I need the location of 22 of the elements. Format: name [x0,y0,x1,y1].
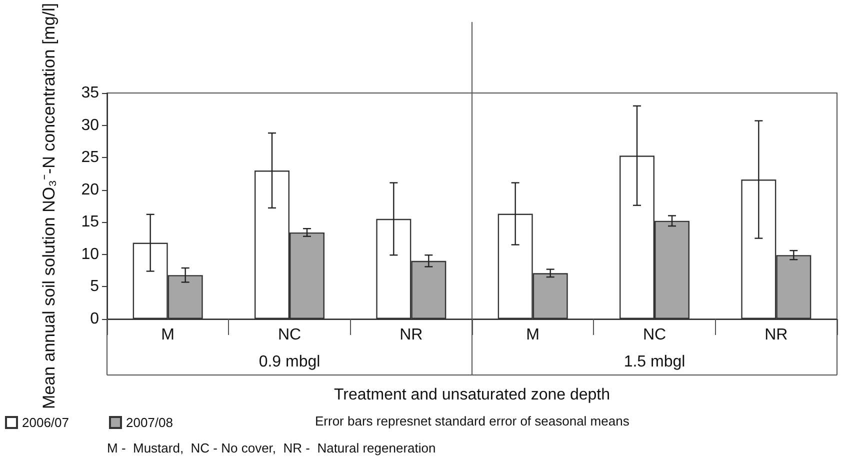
x-tick-label: NR [400,326,423,344]
x-tick-label: NC [642,326,666,344]
x-tick-label: M [526,326,540,344]
x-tick-label: NR [764,326,788,344]
text: Error bars represnet standard error of seasonal means [315,414,630,428]
legend-label: 2007/08 [126,415,173,430]
y-tick-label: 10 [81,246,100,263]
text: M - Mustard, NC - No cover, NR - Natural regeneration [107,440,436,456]
y-tick-label: 5 [90,278,100,296]
y-tick-label: 35 [81,84,100,102]
y-tick-label: 25 [81,149,100,166]
x-tick-label: NC [278,326,302,344]
text: 1.5 mbgl [624,354,686,370]
y-tick-label: 30 [81,116,100,134]
x-axis-title: Treatment and unsaturated zone depth [334,386,610,404]
text: 0.9 mbgl [258,354,320,370]
legend-label: 2006/07 [22,415,69,430]
y-tick-label: 20 [81,181,100,198]
y-axis-title: Mean annual soil solution NO₃⁻-N concentration [mg/l] [40,2,58,410]
y-tick-label: 0 [90,310,100,328]
y-tick-label: 15 [81,214,100,231]
x-tick-label: M [161,326,174,344]
